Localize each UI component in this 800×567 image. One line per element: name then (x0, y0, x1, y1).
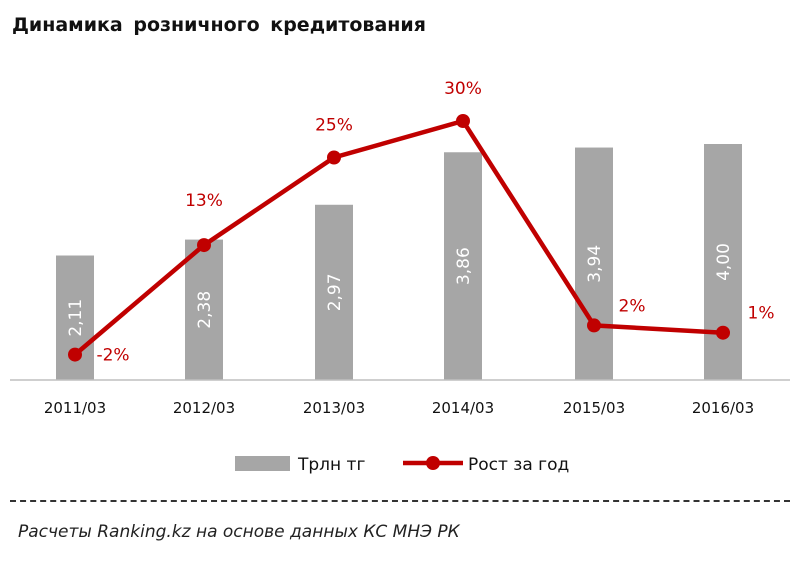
chart-title: Динамика розничного кредитования (12, 14, 426, 36)
x-tick-label: 2012/03 (173, 399, 235, 417)
growth-label: 25% (315, 116, 353, 136)
growth-label: -2% (96, 346, 129, 366)
growth-point (587, 318, 601, 333)
growth-label: 13% (185, 191, 223, 211)
growth-point (197, 238, 211, 253)
x-tick-label: 2014/03 (432, 399, 494, 417)
bar (704, 144, 742, 380)
bar (444, 152, 482, 380)
growth-point (327, 150, 341, 165)
growth-label: 1% (748, 304, 775, 324)
chart: 2,11 2,38 2,97 3,86 3,94 4,00 2011/03 2012/03 20… (10, 79, 790, 475)
growth-point (716, 325, 730, 340)
growth-point (68, 347, 82, 362)
bar-label: 3,86 (454, 247, 474, 285)
legend-bar-swatch (235, 456, 290, 471)
bar-label: 3,94 (585, 245, 605, 283)
growth-line (73, 118, 724, 357)
x-tick-label: 2015/03 (563, 399, 625, 417)
x-tick-label: 2011/03 (44, 399, 106, 417)
legend-line-marker (426, 456, 440, 470)
bar-label: 4,00 (714, 243, 734, 281)
bar (315, 204, 353, 380)
source-note: Расчеты Ranking.kz на основе данных КС М… (18, 522, 460, 542)
growth-label: 2% (619, 296, 646, 316)
growth-point (456, 114, 470, 128)
bar-label: 2,11 (66, 299, 86, 337)
x-tick-label: 2013/03 (303, 399, 365, 417)
x-tick-label: 2016/03 (692, 399, 754, 417)
bar (575, 147, 613, 380)
bar-label: 2,97 (325, 273, 345, 311)
legend-line-label: Рост за год (468, 455, 569, 475)
bar-label: 2,38 (195, 291, 215, 329)
legend-bar-label: Трлн тг (297, 455, 365, 475)
growth-label: 30% (444, 79, 482, 99)
divider (10, 500, 790, 502)
bar (185, 239, 223, 380)
